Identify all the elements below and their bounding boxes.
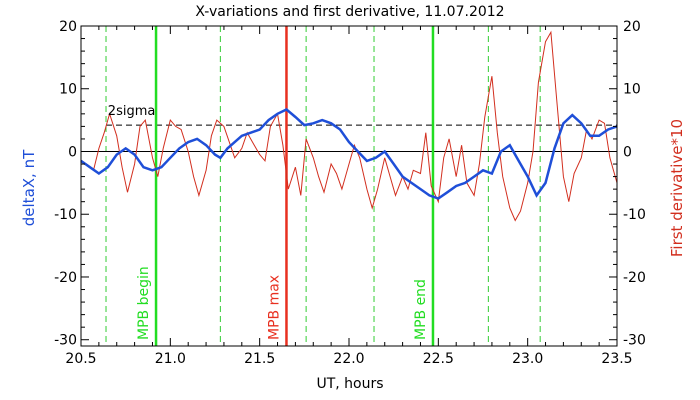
right-y-axis-label: First derivative*10 (668, 119, 686, 257)
x-tick-label-4: 22.5 (423, 351, 454, 367)
x-tick-label-0: 20.5 (65, 351, 96, 367)
marker-label-0: MPB begin (136, 266, 152, 340)
left-y-tick-label-1: 10 (59, 82, 77, 98)
left-y-tick-label-3: -10 (54, 207, 77, 223)
right-y-tick-label-1: 10 (623, 82, 641, 98)
right-y-tick-label-0: 20 (623, 19, 641, 35)
plot-frame (80, 25, 618, 347)
left-y-tick-label-5: -30 (54, 333, 77, 349)
right-y-tick-label-5: -30 (623, 333, 646, 349)
right-y-tick-label-4: -20 (623, 270, 646, 286)
chart-title: X-variations and first derivative, 11.07… (195, 4, 504, 20)
deltax-line (80, 108, 618, 200)
x-axis-label: UT, hours (316, 376, 383, 392)
left-y-tick-label-0: 20 (59, 19, 77, 35)
left-y-tick-label-4: -20 (54, 270, 77, 286)
marker-label-1: MPB max (266, 275, 282, 340)
x-tick-label-3: 22.0 (333, 351, 364, 367)
x-tick-label-5: 23.0 (512, 351, 543, 367)
x-tick-label-2: 21.5 (244, 351, 275, 367)
marker-label-2: MPB end (413, 279, 429, 340)
left-y-tick-label-2: 0 (68, 144, 77, 160)
derivative-line (80, 30, 618, 222)
right-y-tick-label-2: 0 (623, 144, 632, 160)
left-y-axis-label: deltaX, nT (20, 149, 38, 226)
x-tick-label-6: 23.5 (601, 351, 632, 367)
right-y-tick-label-3: -10 (623, 207, 646, 223)
x-tick-label-1: 21.0 (155, 351, 186, 367)
threshold-label: 2sigma (108, 104, 156, 119)
